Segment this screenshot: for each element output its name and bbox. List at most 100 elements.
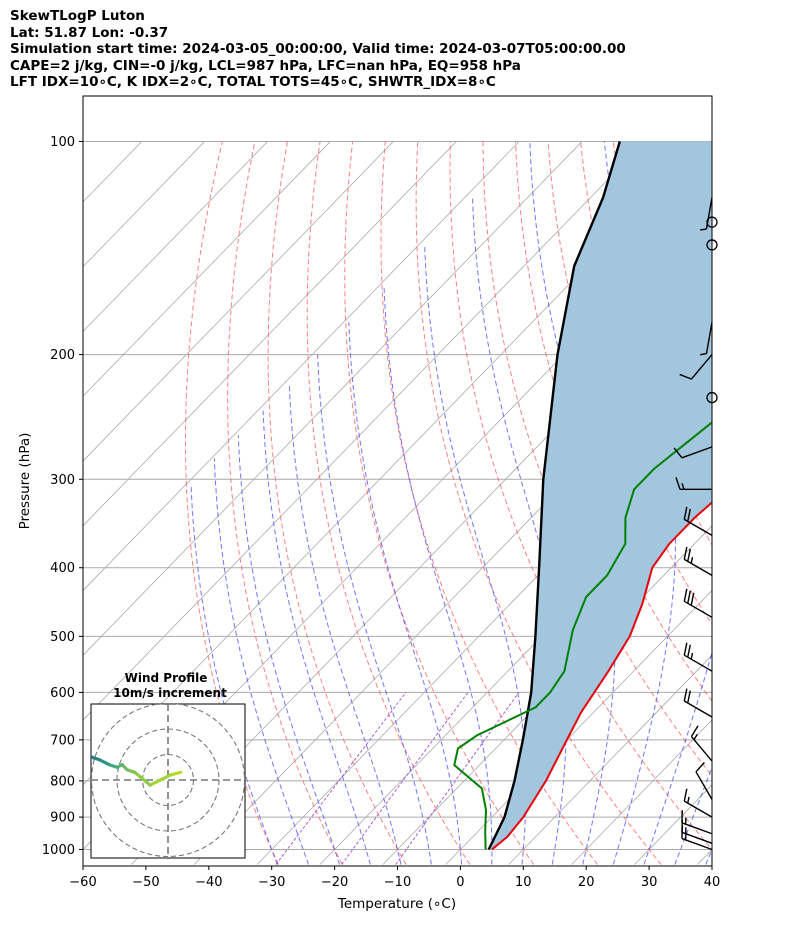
isotherm-line xyxy=(83,141,520,592)
barb-flag xyxy=(673,447,683,459)
hodograph-segment xyxy=(81,752,86,755)
isotherm-line xyxy=(83,141,457,527)
dry-adiabat-line xyxy=(710,141,712,148)
x-tick-label: −50 xyxy=(132,875,159,890)
moist-adiabat-line xyxy=(643,141,712,865)
dewpoint-line xyxy=(453,421,712,850)
barb-flag xyxy=(683,546,688,560)
wind-barb xyxy=(706,391,718,404)
dry-adiabat-line xyxy=(344,141,535,865)
wind-barb xyxy=(683,688,713,718)
title-line-4: CAPE=2 j/kg, CIN=-0 j/kg, LCL=987 hPa, L… xyxy=(10,58,521,74)
cape-cin-fill xyxy=(488,141,712,850)
y-tick-label: 400 xyxy=(50,561,75,576)
y-tick-label: 700 xyxy=(50,733,75,748)
moist-adiabat-line xyxy=(213,458,309,865)
title-line-1: SkewTLogP Luton xyxy=(10,8,145,24)
isotherm-line xyxy=(131,266,712,865)
dry-adiabat-line xyxy=(227,141,343,865)
barb-staff xyxy=(681,446,713,459)
x-tick-label: 10 xyxy=(515,875,532,890)
x-tick-label: −10 xyxy=(384,875,411,890)
dry-adiabat-line xyxy=(482,141,712,777)
y-tick-label: 500 xyxy=(50,630,75,645)
dry-adiabat-line xyxy=(380,141,598,865)
hodo-ring xyxy=(91,704,245,858)
barb-staff xyxy=(681,837,713,851)
barb-flag xyxy=(683,688,688,702)
barb-staff xyxy=(683,518,713,536)
barb-staff xyxy=(683,558,713,576)
wind-barb xyxy=(683,642,713,672)
barb-flag xyxy=(690,592,695,606)
temperature-line xyxy=(491,501,712,851)
wind-profile-inset: Wind Profile 10m/s increment xyxy=(76,671,246,859)
wind-barb xyxy=(683,506,713,536)
x-axis-label: Temperature (∘C) xyxy=(337,896,456,912)
x-tick-label: 20 xyxy=(578,875,595,890)
hodograph-segment xyxy=(76,747,81,752)
dry-adiabat-line xyxy=(776,142,794,865)
x-tick-label: −40 xyxy=(195,875,222,890)
barb-staff xyxy=(705,197,713,230)
inset-title: Wind Profile xyxy=(125,671,208,685)
sounding-traces xyxy=(453,141,712,851)
wind-barbs xyxy=(673,197,718,851)
x-tick-label: −60 xyxy=(69,875,96,890)
mixing-ratio-line xyxy=(275,692,407,865)
moist-adiabat-line xyxy=(348,322,463,865)
x-tick-label: 40 xyxy=(704,875,721,890)
wind-barb xyxy=(673,446,713,459)
barb-flag xyxy=(695,761,705,773)
barb-flag xyxy=(690,725,699,737)
barb-flag xyxy=(679,373,692,380)
moist-adiabat-line xyxy=(529,141,616,865)
moist-adiabat-line xyxy=(603,141,677,865)
wind-barb xyxy=(690,725,713,762)
barb-staff xyxy=(690,354,713,380)
hodograph-segment xyxy=(148,773,173,787)
wind-barb xyxy=(695,761,713,800)
moist-adiabat-line xyxy=(190,484,278,865)
moist-adiabat-line xyxy=(317,354,432,865)
title-line-2: Lat: 51.87 Lon: -0.37 xyxy=(10,25,169,41)
dry-adiabat-line xyxy=(306,141,471,865)
y-tick-label: 900 xyxy=(50,811,75,826)
barb-flag xyxy=(687,548,691,562)
wind-barb xyxy=(675,477,712,491)
wind-barb xyxy=(683,788,713,818)
barb-flag xyxy=(675,477,681,490)
moist-adiabat-line xyxy=(288,383,402,865)
moist-adiabat-line xyxy=(424,244,527,865)
barb-staff xyxy=(681,831,713,844)
isotherm-line xyxy=(0,141,79,864)
wind-barb xyxy=(681,810,713,835)
barb-staff xyxy=(683,800,713,818)
barb-staff xyxy=(683,600,713,618)
parcel-line xyxy=(487,141,621,851)
y-tick-label: 300 xyxy=(50,473,75,488)
moist-adiabat-line xyxy=(383,285,493,865)
inset-subtitle: 10m/s increment xyxy=(113,686,227,700)
barb-staff xyxy=(695,771,713,800)
barb-half xyxy=(700,353,707,356)
barb-staff xyxy=(705,322,713,354)
wind-barb xyxy=(700,197,713,231)
barb-staff xyxy=(681,822,713,835)
wind-barb xyxy=(683,546,713,576)
barb-flag xyxy=(687,590,691,604)
axes: −60 −50 −40 −30 −20 −10 0 10 20 30 40 100 200 300 400 5… xyxy=(42,135,720,890)
title-line-5: LFT IDX=10∘C, K IDX=2∘C, TOTAL TOTS=45∘C… xyxy=(10,74,496,90)
hodograph-segment xyxy=(133,770,152,787)
x-tick-label: −20 xyxy=(321,875,348,890)
title-line-3: Simulation start time: 2024-03-05_00:00:… xyxy=(10,41,626,57)
wind-barb xyxy=(700,322,713,356)
barb-half xyxy=(690,556,694,564)
x-tick-label: 30 xyxy=(641,875,658,890)
barb-staff xyxy=(683,700,713,718)
hodograph-segment xyxy=(168,770,183,777)
y-tick-label: 200 xyxy=(50,348,75,363)
moist-adiabat-line xyxy=(262,410,371,865)
calm-circle xyxy=(706,391,718,404)
